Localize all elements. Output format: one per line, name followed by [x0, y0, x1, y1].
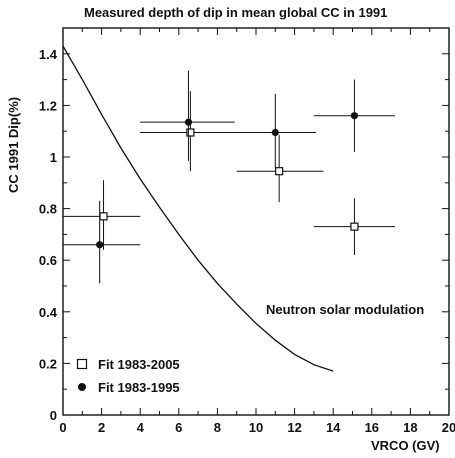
chart-title: Measured depth of dip in mean global CC …	[84, 5, 388, 20]
open-square-marker	[275, 167, 284, 176]
y-tick-label: 1.2	[39, 98, 57, 113]
y-tick-label: 0.6	[39, 253, 57, 268]
y-tick-label: 0.8	[39, 202, 57, 217]
filled-circle-point	[63, 200, 141, 284]
open-square-point	[140, 91, 314, 172]
legend-filled-circle-icon	[78, 383, 86, 391]
legend: Fit 1983-2005 Fit 1983-1995	[76, 357, 180, 395]
x-tick-label: 6	[175, 420, 182, 435]
y-tick-label: 0.2	[39, 356, 57, 371]
x-axis-label: VRCO (GV)	[371, 438, 440, 453]
x-tick-label: 8	[214, 420, 221, 435]
x-tick-label: 2	[98, 420, 105, 435]
y-axis-label: CC 1991 Dip(%)	[6, 96, 21, 193]
open-square-marker	[99, 212, 108, 221]
legend-label: Fit 1983-1995	[98, 380, 180, 395]
y-tick-label: 1.4	[39, 47, 58, 62]
x-tick-label: 12	[287, 420, 301, 435]
filled-circle-marker	[271, 128, 279, 137]
filled-circle-point	[313, 79, 395, 152]
filled-circle-marker	[350, 112, 359, 120]
neutron-solar-modulation-curve	[62, 45, 334, 372]
y-tick-label: 1	[50, 150, 57, 165]
open-square-marker	[186, 128, 195, 137]
x-tick-label: 10	[249, 420, 263, 435]
y-tick-label: 0.4	[39, 305, 58, 320]
legend-open-square-icon	[76, 358, 88, 370]
filled-circle-marker	[96, 241, 104, 249]
filled-circle-point	[140, 70, 235, 161]
filled-circle-point	[232, 93, 316, 169]
x-tick-label: 4	[137, 420, 145, 435]
data-points	[63, 70, 395, 284]
open-square-point	[313, 198, 395, 256]
open-square-point	[63, 180, 141, 250]
x-tick-label: 20	[442, 420, 455, 435]
axis-ticks: 0 2 4 6 8 10 12 14 16 18 20 0 0.2 0.4 0.6 0.8 1 1.2 1.4	[39, 27, 455, 435]
x-tick-label: 0	[59, 420, 66, 435]
x-tick-label: 14	[326, 420, 341, 435]
y-tick-label: 0	[50, 408, 57, 423]
open-square-marker	[350, 222, 359, 231]
legend-label: Fit 1983-2005	[98, 357, 180, 372]
open-square-point	[236, 135, 324, 203]
curve-annotation: Neutron solar modulation	[266, 302, 425, 317]
x-tick-label: 18	[403, 420, 417, 435]
filled-circle-marker	[184, 118, 193, 126]
x-tick-label: 16	[365, 420, 379, 435]
